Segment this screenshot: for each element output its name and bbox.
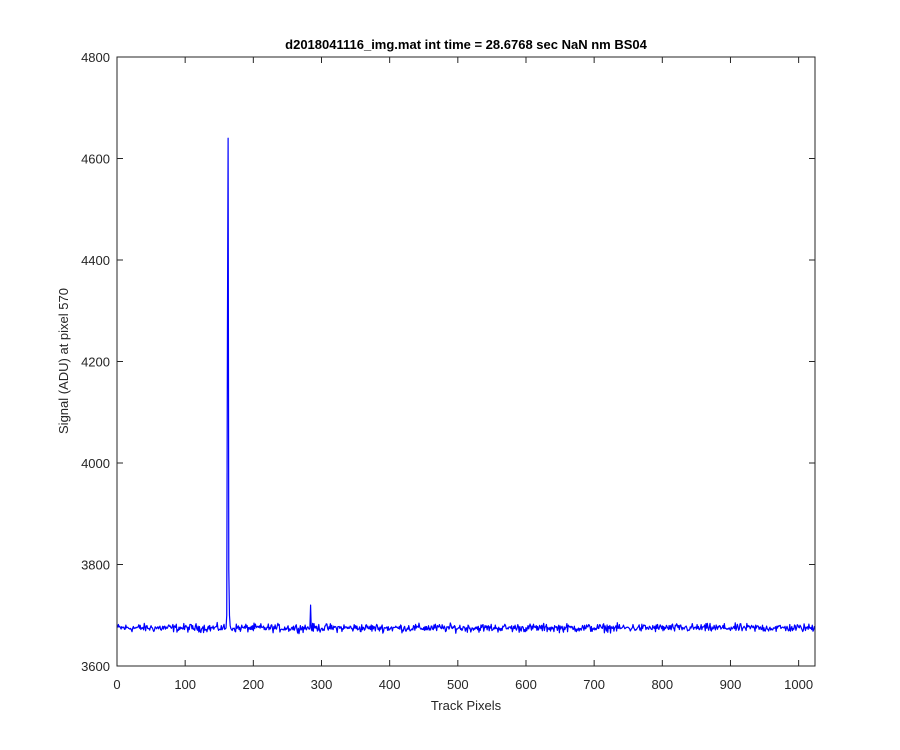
- x-tick-label: 200: [242, 677, 264, 692]
- x-tick-label: 900: [720, 677, 742, 692]
- x-tick-label: 0: [113, 677, 120, 692]
- plot-area: [117, 57, 815, 666]
- y-tick-label: 4600: [81, 152, 110, 167]
- y-tick-label: 4200: [81, 355, 110, 370]
- y-tick-label: 4000: [81, 456, 110, 471]
- y-tick-label: 3600: [81, 659, 110, 674]
- x-axis-ticks: 0 100 200 300 400 500 600 700 800 900 1000: [113, 57, 813, 692]
- x-tick-label: 500: [447, 677, 469, 692]
- series-layer: [117, 137, 816, 635]
- x-tick-label: 400: [379, 677, 401, 692]
- y-axis-ticks: 3600 3800 4000 4200 4400 4600 4800: [81, 50, 815, 674]
- x-tick-label: 100: [174, 677, 196, 692]
- y-axis-label: Signal (ADU) at pixel 570: [56, 288, 71, 434]
- y-tick-label: 3800: [81, 558, 110, 573]
- x-tick-label: 1000: [784, 677, 813, 692]
- x-axis-label: Track Pixels: [431, 698, 502, 713]
- chart-title: d2018041116_img.mat int time = 28.6768 s…: [285, 37, 647, 52]
- x-tick-label: 700: [583, 677, 605, 692]
- y-tick-label: 4800: [81, 50, 110, 65]
- x-tick-label: 300: [311, 677, 333, 692]
- x-tick-label: 600: [515, 677, 537, 692]
- series-line: [117, 137, 816, 635]
- x-tick-label: 800: [651, 677, 673, 692]
- y-tick-label: 4400: [81, 253, 110, 268]
